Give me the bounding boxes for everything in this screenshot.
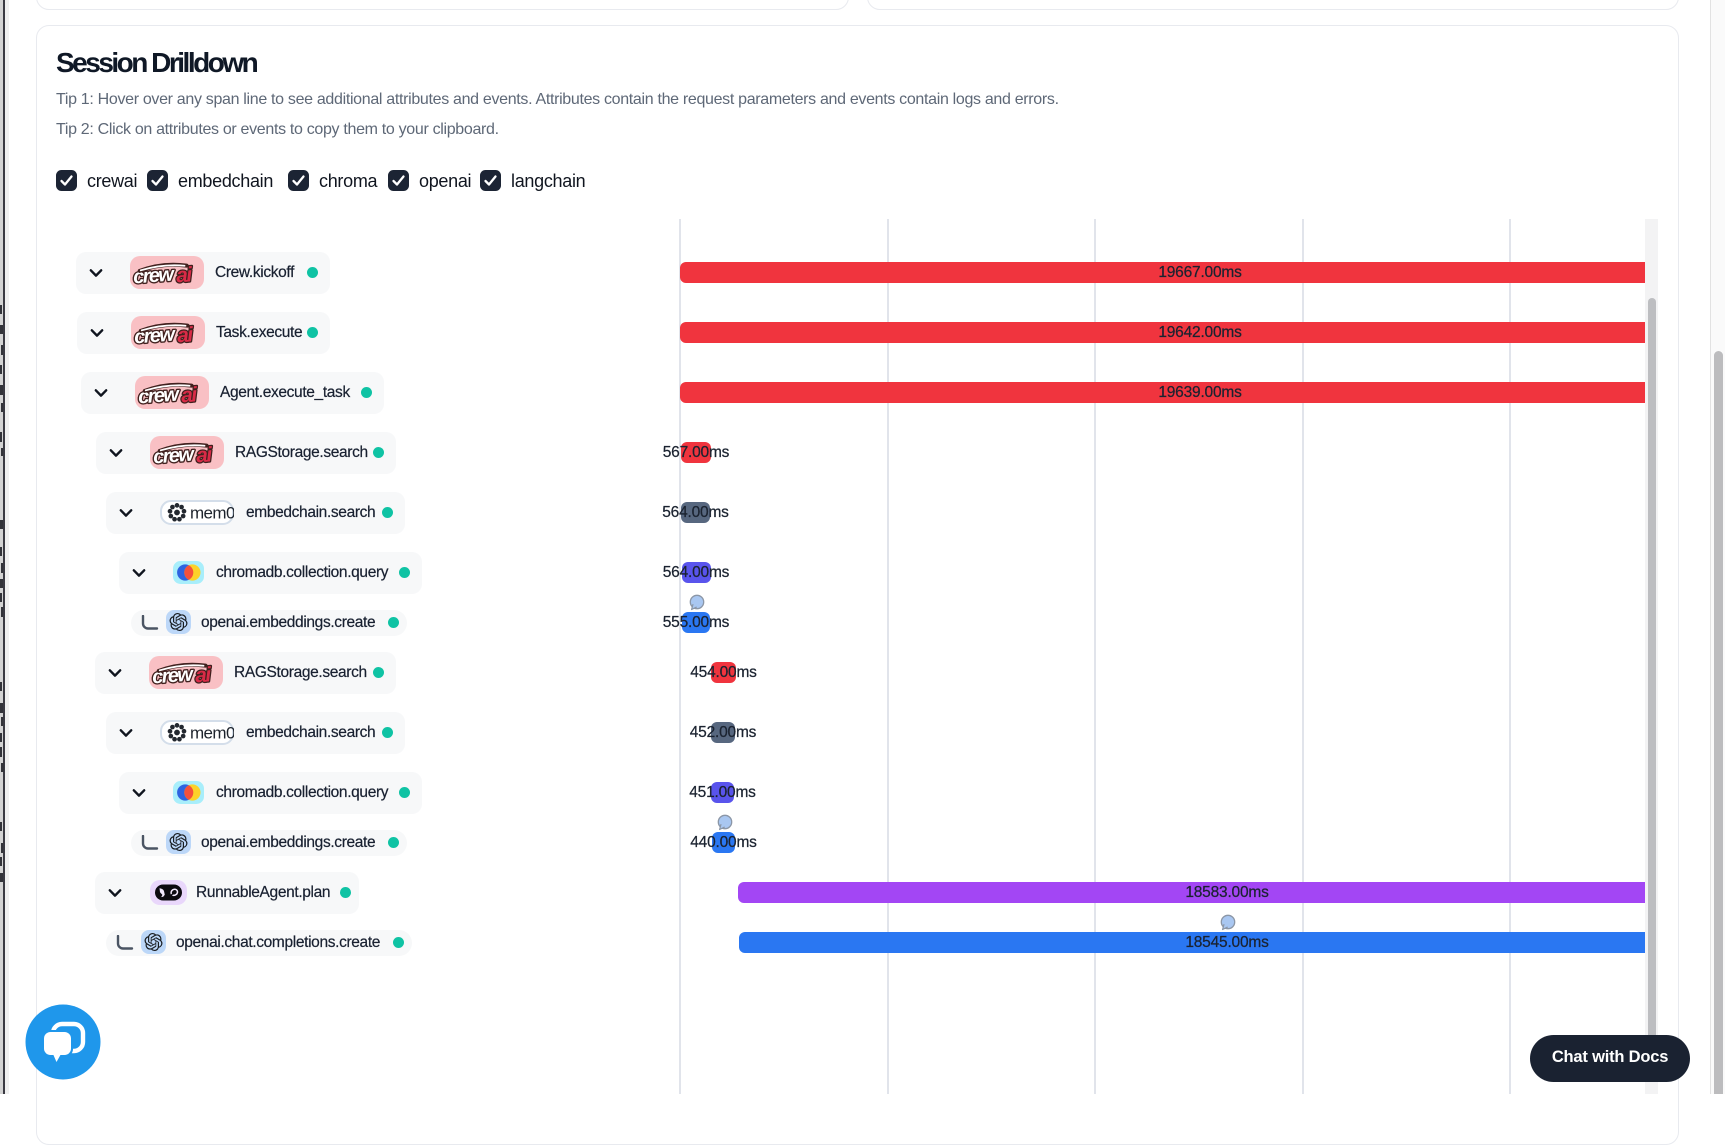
svg-text:ai: ai: [175, 263, 194, 287]
svg-text:ai: ai: [194, 663, 213, 687]
svg-text:ai: ai: [180, 383, 199, 407]
svg-text:mem0: mem0: [190, 724, 234, 743]
svg-text:ai: ai: [195, 443, 214, 467]
svg-text:ai: ai: [176, 323, 195, 347]
svg-text:mem0: mem0: [190, 504, 234, 523]
svg-text:crew: crew: [132, 263, 176, 288]
